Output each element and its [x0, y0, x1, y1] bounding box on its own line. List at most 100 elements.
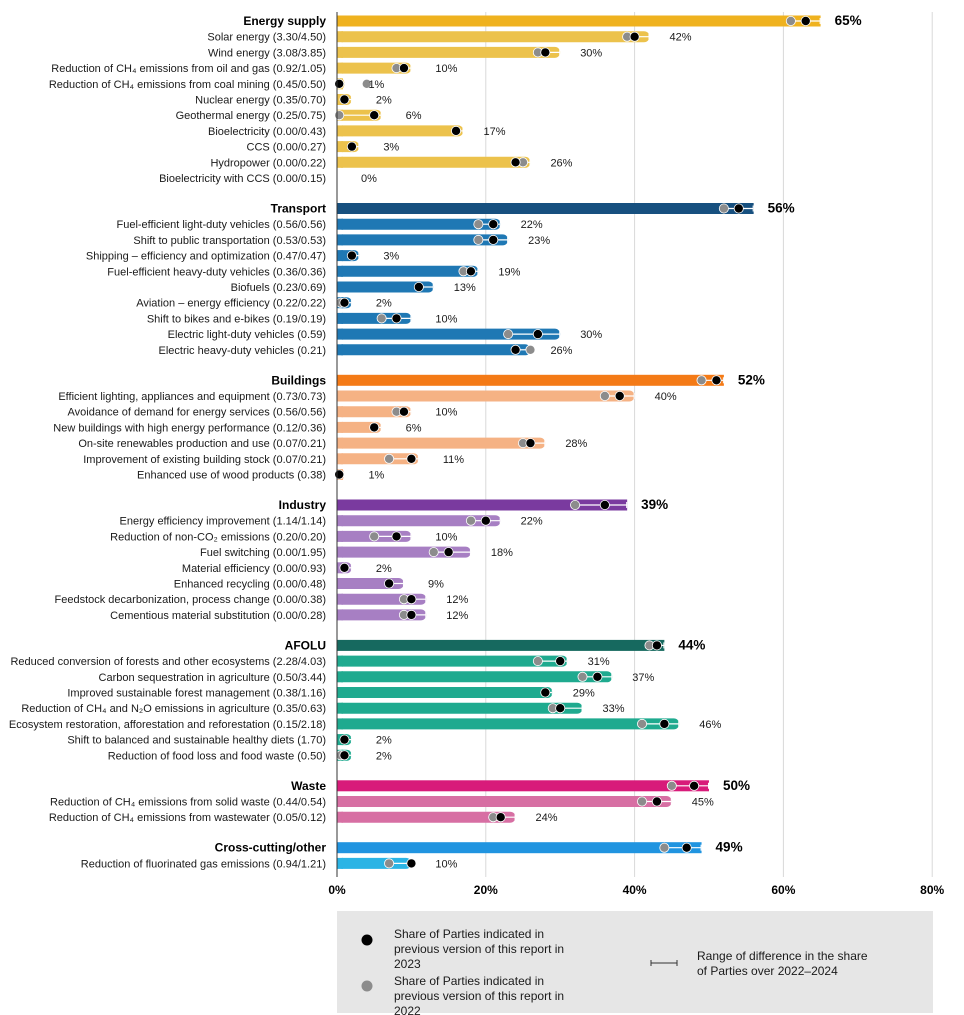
marker-2022	[473, 234, 484, 245]
item-row: Fuel switching (0.00/1.95) 18%	[200, 546, 513, 559]
item-row: Nuclear energy (0.35/0.70) 2%	[195, 94, 392, 107]
bar-edge	[337, 421, 343, 433]
category-label: Reduction of non-CO₂ emissions (0.20/0.2…	[110, 531, 326, 543]
bar-edge	[337, 687, 343, 698]
category-label: Fuel switching (0.00/1.95)	[200, 547, 326, 559]
legend-marker-2022	[361, 980, 373, 992]
bar	[337, 655, 568, 667]
marker-2022	[503, 329, 514, 340]
value-label: 26%	[550, 345, 572, 357]
x-tick-label: 0%	[328, 883, 346, 897]
value-label: 50%	[723, 778, 750, 793]
item-row: Wind energy (3.08/3.85) 30%	[208, 46, 602, 59]
bar	[337, 780, 709, 792]
bar-edge	[337, 31, 343, 43]
bar-edge	[337, 857, 343, 869]
marker-2023	[532, 329, 543, 340]
value-label: 30%	[580, 329, 602, 341]
bar-edge	[337, 515, 343, 527]
item-row: Feedstock decarbonization, process chang…	[55, 593, 469, 606]
bar	[337, 344, 531, 356]
category-label: Ecosystem restoration, afforestation and…	[9, 719, 326, 731]
bar	[337, 265, 479, 277]
value-label: 42%	[669, 32, 691, 44]
value-label: 11%	[443, 454, 464, 466]
marker-2022	[718, 203, 729, 214]
value-label: 2%	[376, 563, 392, 575]
value-label: 22%	[521, 219, 543, 231]
item-row: CCS (0.00/0.27) 3%	[247, 141, 399, 154]
marker-2023	[555, 703, 566, 714]
value-label: 6%	[406, 110, 422, 122]
legend-label: Share of Parties indicated in previous ve…	[394, 974, 564, 1015]
marker-2023	[406, 858, 417, 869]
category-label: Material efficiency (0.00/0.93)	[182, 563, 326, 575]
item-row: Improvement of existing building stock (…	[83, 453, 464, 466]
value-label: 10%	[435, 313, 457, 325]
value-label: 22%	[521, 516, 543, 528]
x-tick-label: 20%	[474, 883, 498, 897]
value-label: 3%	[383, 251, 399, 263]
bar	[337, 796, 672, 807]
bar	[337, 234, 509, 246]
item-row: Carbon sequestration in agriculture (0.5…	[99, 671, 655, 684]
bar-edge	[337, 156, 343, 168]
value-label: 2%	[376, 95, 392, 107]
marker-2023	[540, 687, 551, 698]
value-label: 45%	[692, 797, 714, 809]
bar-edge	[337, 62, 343, 74]
marker-2023	[651, 640, 662, 651]
category-label: Bioelectricity with CCS (0.00/0.15)	[159, 173, 326, 185]
item-row: Shipping – efficiency and optimization (…	[86, 250, 399, 263]
value-label: 39%	[641, 497, 668, 512]
bar-edge	[337, 344, 343, 356]
marker-2023	[406, 594, 417, 605]
item-row: Improved sustainable forest management (…	[67, 687, 595, 700]
item-row: Shift to bikes and e-bikes (0.19/0.19) 10…	[147, 312, 458, 325]
item-row: Hydropower (0.00/0.22) 26%	[210, 156, 573, 169]
category-label: Enhanced recycling (0.00/0.48)	[174, 579, 326, 591]
value-label: 3%	[383, 142, 399, 154]
marker-2023	[334, 78, 345, 89]
value-label: 10%	[435, 531, 457, 543]
bar-edge	[337, 546, 343, 558]
category-label: Improvement of existing building stock (…	[83, 454, 326, 466]
marker-2022	[525, 344, 536, 355]
marker-2023	[346, 250, 357, 261]
item-row: Reduction of CH₄ emissions from wastewat…	[49, 811, 558, 824]
category-label: Feedstock decarbonization, process chang…	[55, 594, 327, 606]
item-row: Ecosystem restoration, afforestation and…	[9, 718, 721, 731]
marker-2022	[473, 219, 484, 230]
marker-2023	[391, 531, 402, 542]
item-row: Enhanced recycling (0.00/0.48) 9%	[174, 578, 444, 591]
item-row: Reduced conversion of forests and other …	[10, 655, 610, 668]
value-label: 12%	[446, 594, 468, 606]
marker-2022	[696, 375, 707, 386]
marker-2023	[334, 469, 345, 480]
item-row: Bioelectricity with CCS (0.00/0.15) 0%	[159, 173, 377, 185]
value-label: 19%	[498, 266, 520, 278]
item-row: Reduction of non-CO₂ emissions (0.20/0.2…	[110, 530, 458, 543]
value-label: 17%	[483, 126, 505, 138]
marker-2023	[689, 780, 700, 791]
marker-2023	[451, 125, 462, 136]
category-label: Reduction of fluorinated gas emissions (…	[81, 858, 326, 870]
legend-box	[337, 911, 933, 1013]
marker-2023	[369, 110, 380, 121]
bar-edge	[337, 46, 343, 58]
bar	[337, 156, 531, 168]
item-row: Reduction of CH₄ emissions from oil and …	[51, 62, 458, 75]
bar	[337, 811, 516, 823]
value-label: 12%	[446, 610, 468, 622]
value-label: 24%	[536, 812, 558, 824]
category-label: Efficient lighting, appliances and equip…	[58, 391, 326, 403]
category-label: Shift to bikes and e-bikes (0.19/0.19)	[147, 313, 326, 325]
category-label: Fuel-efficient light-duty vehicles (0.56…	[116, 219, 326, 231]
marker-2023	[398, 63, 409, 74]
bar	[337, 842, 702, 854]
item-row: New buildings with high energy performan…	[53, 421, 422, 434]
category-label: Solar energy (3.30/4.50)	[207, 32, 326, 44]
bar	[337, 671, 613, 683]
marker-2022	[376, 313, 387, 324]
category-label: Reduced conversion of forests and other …	[10, 656, 326, 668]
